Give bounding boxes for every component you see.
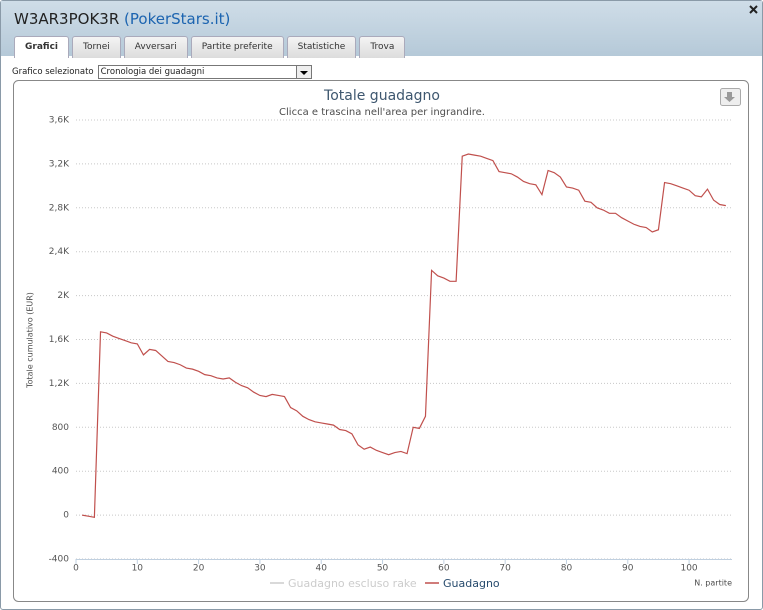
x-tick-label: 40 [316, 564, 328, 574]
tab-bar: Grafici Tornei Avversari Partite preferite S… [14, 36, 406, 58]
y-tick-label: 2,8K [49, 203, 70, 213]
x-tick-label: 30 [254, 564, 266, 574]
x-tick-label: 60 [438, 564, 450, 574]
legend-item[interactable]: Guadagno [425, 577, 500, 590]
x-tick-label: 70 [499, 564, 511, 574]
tab[interactable]: Grafici [14, 36, 69, 58]
series-line [82, 153, 726, 519]
select-arrow[interactable] [295, 66, 311, 78]
selector-row: Grafico selezionato Cronologia dei guada… [12, 65, 312, 79]
x-tick-label: 100 [680, 564, 697, 574]
x-tick-label: 0 [73, 564, 79, 574]
y-axis-label: Totale cumulativo (EUR) [26, 292, 35, 389]
x-tick-label: 20 [193, 564, 205, 574]
tab[interactable]: Statistiche [286, 36, 357, 58]
y-tick-label: 1,2K [49, 379, 70, 389]
x-tick-label: 10 [132, 564, 144, 574]
tab[interactable]: Trova [359, 36, 406, 58]
window-title: W3AR3POK3R (PokerStars.it) [14, 10, 230, 28]
tab[interactable]: Tornei [72, 36, 121, 58]
header: W3AR3POK3R (PokerStars.it) Grafici Tornei… [1, 1, 762, 58]
legend-label: Guadagno [443, 577, 500, 590]
x-tick-label: 50 [377, 564, 389, 574]
y-tick-label: 3,6K [49, 116, 70, 126]
y-tick-label: 2,4K [49, 247, 70, 257]
select-value: Cronologia dei guadagni [100, 67, 205, 77]
tab[interactable]: Avversari [123, 36, 188, 58]
y-tick-label: 0 [63, 511, 69, 521]
chart-panel [13, 80, 749, 602]
y-tick-label: 3,2K [49, 159, 70, 169]
close-button[interactable] [749, 5, 758, 14]
chart-select[interactable]: Cronologia dei guadagni [97, 65, 312, 79]
arrow-icon [299, 71, 308, 75]
selector-label: Grafico selezionato [12, 67, 94, 77]
chart-subtitle: Clicca e trascina nell'area per ingrandi… [279, 107, 485, 118]
x-tick-label: 80 [561, 564, 573, 574]
x-axis-label: N. partite [694, 579, 732, 588]
tab[interactable]: Partite preferite [190, 36, 284, 58]
y-tick-label: 800 [52, 423, 69, 433]
y-tick-label: 400 [52, 467, 69, 477]
y-tick-label: -400 [49, 555, 70, 565]
player-name: W3AR3POK3R [14, 10, 120, 28]
legend-label: Guadagno escluso rake [288, 577, 417, 590]
site-link[interactable]: (PokerStars.it) [124, 10, 231, 28]
download-button[interactable] [720, 88, 741, 106]
y-tick-label: 2K [57, 291, 70, 301]
x-tick-label: 90 [622, 564, 634, 574]
y-tick-label: 1,6K [49, 335, 70, 345]
legend-item[interactable]: Guadagno escluso rake [270, 577, 417, 590]
chart-title: Totale guadagno [323, 88, 440, 104]
